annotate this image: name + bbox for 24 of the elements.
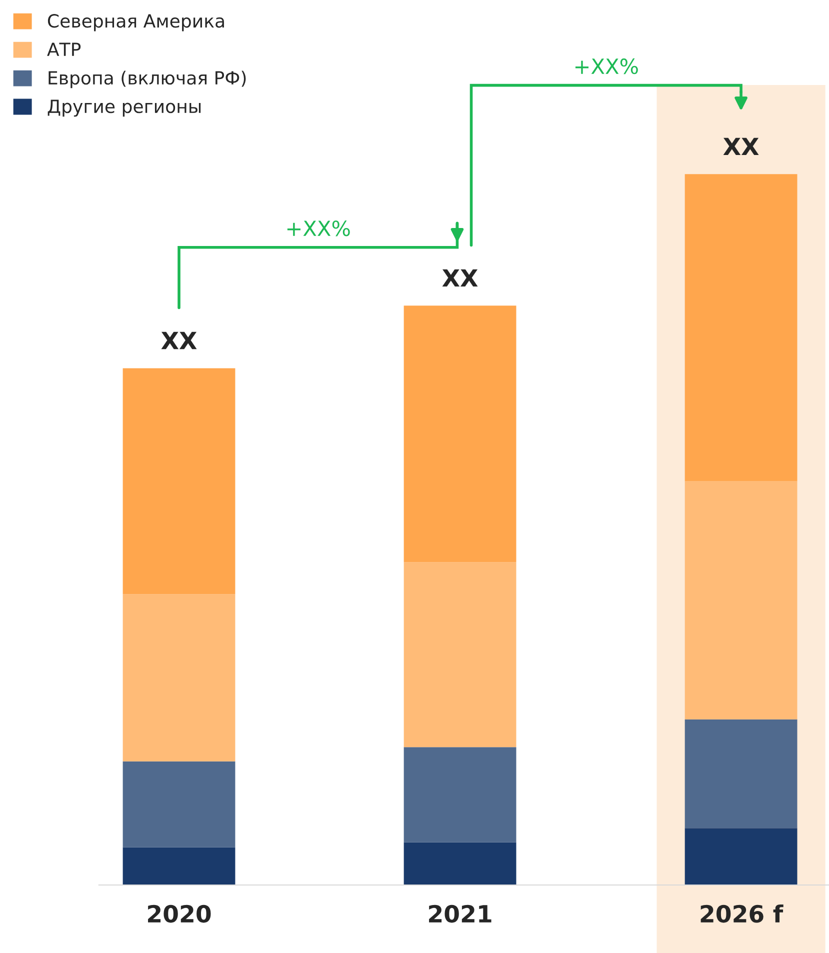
total-label: XX — [161, 332, 197, 350]
bar — [122, 761, 236, 848]
bar — [122, 368, 236, 594]
bar — [404, 306, 516, 562]
legend-label: Северная Америка — [48, 14, 224, 32]
bar — [684, 174, 798, 482]
bar — [684, 481, 798, 720]
bar — [404, 562, 516, 748]
x-tick-label: 2021 — [429, 904, 492, 923]
legend-label: Европа (включая РФ) — [48, 70, 246, 88]
bar — [684, 828, 798, 885]
bar — [122, 594, 236, 762]
total-label: XX — [442, 269, 478, 287]
legend-label: АТР — [47, 42, 81, 56]
bar — [684, 719, 798, 828]
x-tick-label: 2026 f — [700, 904, 784, 923]
bar — [404, 747, 516, 842]
annotation: +XX% — [287, 220, 350, 236]
total-label: XX — [723, 138, 759, 156]
legend-label: Другие регионы — [48, 100, 201, 117]
text: +XX% — [575, 58, 638, 74]
x-tick-label: 2020 — [148, 904, 211, 923]
bar — [404, 842, 516, 885]
bar — [122, 847, 236, 885]
